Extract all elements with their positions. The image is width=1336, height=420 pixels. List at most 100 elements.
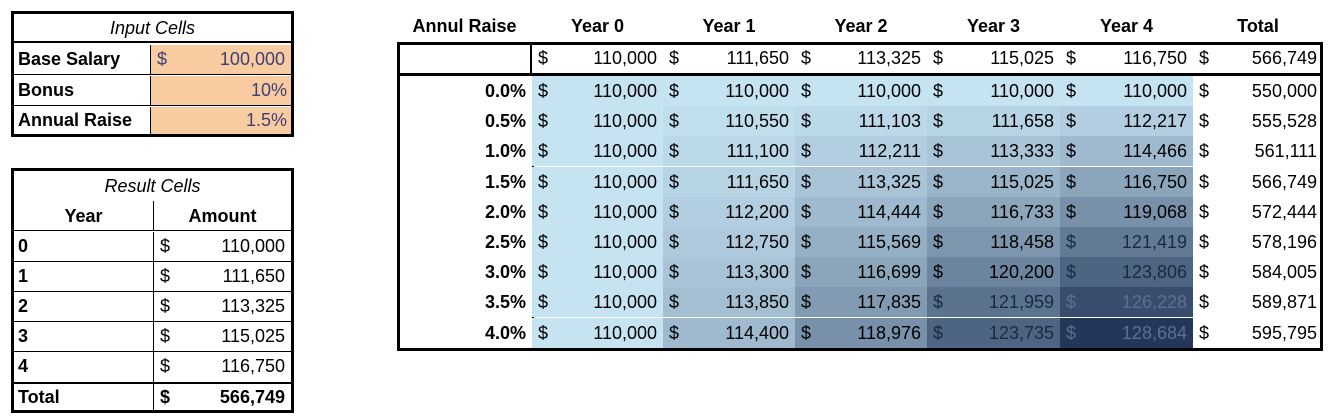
cell-value: 121,419 — [1121, 232, 1187, 252]
currency-symbol: $ — [1199, 292, 1210, 313]
currency-symbol: $ — [538, 141, 549, 162]
result-row: 0 $110,000 — [14, 232, 291, 262]
sensitivity-cell: $110,000 — [532, 227, 663, 257]
cell-value: 110,000 — [593, 232, 657, 252]
base-salary-label: Base Salary — [14, 45, 151, 74]
cell-value: 116,750 — [1123, 48, 1187, 68]
raise-rate-label: 1.0% — [484, 141, 526, 162]
base-salary-input[interactable]: $ 100,000 — [151, 45, 291, 74]
sensitivity-row: 1.5% $110,000 $111,650 $113,325 $115,025 $116… — [400, 166, 1320, 197]
header-total: Total — [1237, 16, 1279, 36]
cell-value: 112,750 — [725, 232, 789, 252]
currency-symbol: $ — [1199, 81, 1210, 101]
cell-value: 126,228 — [1121, 292, 1187, 313]
annual-raise-input[interactable]: 1.5% — [151, 107, 291, 134]
cell-value: 117,835 — [857, 292, 921, 313]
currency-symbol: $ — [933, 171, 944, 192]
result-year: 3 — [14, 322, 154, 351]
currency-symbol: $ — [801, 322, 812, 343]
cell-value: 115,025 — [990, 48, 1054, 68]
header-year-2: Year 2 — [834, 16, 888, 36]
currency-symbol: $ — [801, 292, 812, 313]
sensitivity-row: 3.5% $110,000 $113,850 $117,835 $121,959 $126… — [400, 287, 1320, 318]
result-currency: $ — [160, 236, 171, 256]
sensitivity-cell: $110,000 — [532, 196, 663, 227]
top-row-value: $566,749 — [1193, 45, 1323, 76]
sensitivity-cell: $110,000 — [927, 76, 1060, 106]
currency-symbol: $ — [538, 171, 549, 192]
result-col-amount: Amount — [188, 206, 257, 226]
sensitivity-cell: $110,000 — [795, 76, 927, 106]
cell-value: 110,000 — [990, 81, 1054, 101]
sensitivity-cell: $114,444 — [795, 196, 927, 227]
sensitivity-corner-label: Annul Raise — [412, 16, 517, 36]
cell-value: 110,000 — [593, 111, 657, 132]
currency-symbol: $ — [801, 262, 812, 283]
result-header-row: Year Amount — [14, 201, 291, 231]
sensitivity-cell: $110,000 — [1060, 76, 1193, 106]
result-year: 2 — [14, 292, 154, 321]
currency-symbol: $ — [1199, 262, 1210, 283]
input-cells-title: Input Cells — [14, 14, 291, 43]
cell-value: 123,735 — [988, 322, 1054, 343]
cell-value: 114,400 — [725, 322, 789, 343]
top-row-value: $116,750 — [1060, 45, 1193, 76]
sensitivity-row: 3.0% $110,000 $113,300 $116,699 $120,200 $123… — [400, 257, 1323, 288]
sensitivity-cell: $112,750 — [663, 227, 795, 257]
currency-symbol: $ — [538, 232, 549, 252]
sensitivity-cell: $123,735 — [927, 317, 1060, 348]
currency-symbol: $ — [933, 141, 944, 162]
currency-symbol: $ — [801, 111, 812, 132]
result-total-label: Total — [14, 384, 154, 410]
sensitivity-total-cell: $595,795 — [1193, 318, 1323, 348]
currency-symbol: $ — [1199, 141, 1210, 162]
result-col-year: Year — [14, 201, 154, 230]
top-row-value: $113,325 — [795, 45, 927, 76]
sensitivity-cell: $118,976 — [795, 317, 927, 348]
cell-value: 110,000 — [1123, 81, 1187, 101]
result-row: 2 $113,325 — [14, 292, 291, 322]
sensitivity-cell: $117,835 — [795, 287, 927, 318]
sensitivity-cell: $111,650 — [663, 166, 795, 197]
raise-rate-label: 3.0% — [484, 262, 526, 283]
cell-value: 113,325 — [857, 171, 921, 192]
currency-symbol: $ — [933, 111, 944, 132]
cell-value: 114,444 — [857, 201, 921, 222]
currency-symbol: $ — [1066, 171, 1077, 192]
cell-value: 561,111 — [1254, 141, 1317, 162]
sensitivity-cell: $115,569 — [795, 227, 927, 257]
sensitivity-row: 2.5% $110,000 $112,750 $115,569 $118,458 $121… — [400, 227, 1320, 257]
sensitivity-total-cell: $584,005 — [1193, 257, 1323, 287]
sensitivity-cell: $116,750 — [1060, 166, 1193, 197]
currency-symbol: $ — [933, 232, 944, 252]
cell-value: 115,569 — [857, 232, 921, 252]
cell-value: 112,200 — [725, 201, 789, 222]
header-year-3: Year 3 — [966, 16, 1021, 36]
result-cells-box: Result Cells Year Amount 0 $110,000 1 $111,… — [11, 168, 294, 413]
currency-symbol: $ — [1199, 201, 1210, 222]
result-total-currency: $ — [160, 387, 171, 407]
currency-symbol: $ — [933, 292, 944, 313]
currency-symbol: $ — [801, 232, 812, 252]
currency-symbol: $ — [538, 262, 549, 283]
result-amount-cell: $111,650 — [154, 262, 291, 291]
currency-symbol: $ — [801, 201, 812, 222]
sensitivity-cell: $112,200 — [663, 196, 795, 227]
currency-symbol: $ — [1199, 171, 1210, 192]
bonus-input[interactable]: 10% — [151, 76, 291, 105]
base-salary-row: Base Salary $ 100,000 — [14, 45, 291, 75]
result-currency: $ — [160, 356, 171, 376]
base-salary-value: 100,000 — [219, 49, 285, 69]
currency-symbol: $ — [801, 81, 812, 101]
sensitivity-cell: $111,100 — [663, 136, 795, 167]
cell-value: 110,000 — [593, 141, 657, 162]
result-amount: 111,650 — [222, 266, 285, 286]
sensitivity-cell: $112,217 — [1060, 106, 1193, 137]
result-amount-cell: $110,000 — [154, 232, 291, 261]
raise-rate-label: 3.5% — [484, 292, 526, 313]
cell-value: 120,200 — [988, 262, 1054, 283]
currency-symbol: $ — [669, 141, 680, 162]
cell-value: 112,217 — [1123, 111, 1187, 132]
currency-symbol: $ — [538, 48, 549, 68]
currency-symbol: $ — [933, 322, 944, 343]
